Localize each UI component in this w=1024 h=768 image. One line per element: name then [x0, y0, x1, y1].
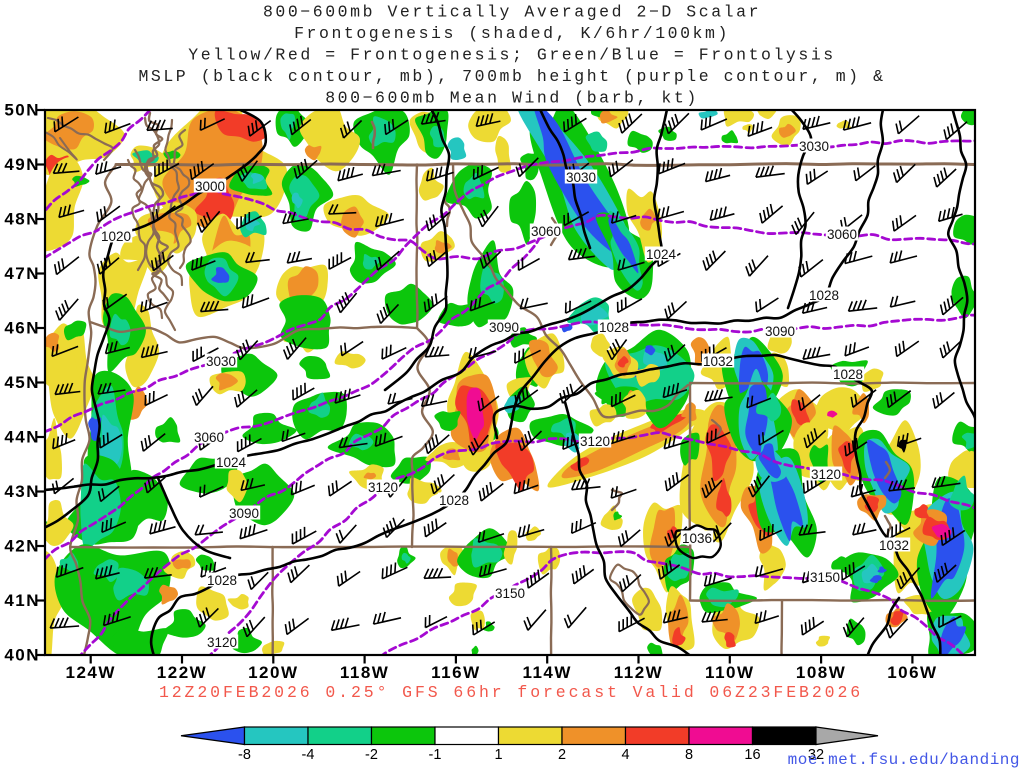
svg-text:MSLP (black contour, mb), 700m: MSLP (black contour, mb), 700mb height (…	[138, 67, 885, 86]
svg-text:1036: 1036	[682, 531, 712, 546]
svg-text:1: 1	[494, 747, 502, 763]
svg-text:3030: 3030	[799, 139, 829, 154]
svg-text:800−600mb Mean Wind (barb, kt): 800−600mb Mean Wind (barb, kt)	[325, 89, 699, 108]
svg-text:800−600mb Vertically Averaged: 800−600mb Vertically Averaged 2−D Scalar	[263, 3, 761, 22]
svg-text:Yellow/Red = Frontogenesis; Gr: Yellow/Red = Frontogenesis; Green/Blue =…	[188, 46, 835, 65]
svg-text:-1: -1	[429, 747, 442, 763]
svg-text:112W: 112W	[614, 663, 663, 682]
svg-text:48N: 48N	[4, 210, 40, 229]
svg-text:50N: 50N	[4, 101, 40, 120]
svg-text:3090: 3090	[489, 320, 519, 335]
svg-text:3150: 3150	[810, 570, 840, 585]
svg-text:108W: 108W	[796, 663, 846, 682]
svg-text:45N: 45N	[4, 373, 40, 392]
svg-text:8: 8	[685, 747, 693, 763]
svg-text:43N: 43N	[4, 482, 40, 501]
svg-text:116W: 116W	[431, 663, 480, 682]
svg-text:2: 2	[558, 747, 566, 763]
svg-text:41N: 41N	[4, 591, 40, 610]
svg-text:110W: 110W	[705, 663, 754, 682]
svg-text:46N: 46N	[4, 319, 40, 338]
svg-text:1028: 1028	[439, 493, 469, 508]
svg-text:-8: -8	[238, 747, 251, 763]
svg-text:3060: 3060	[194, 430, 224, 445]
svg-text:47N: 47N	[4, 264, 40, 283]
svg-text:114W: 114W	[522, 663, 571, 682]
svg-text:3090: 3090	[229, 506, 259, 521]
svg-text:3000: 3000	[195, 179, 225, 194]
svg-text:124W: 124W	[65, 663, 115, 682]
svg-text:3150: 3150	[495, 586, 525, 601]
svg-text:106W: 106W	[887, 663, 937, 682]
svg-text:3120: 3120	[368, 480, 398, 495]
svg-text:16: 16	[744, 747, 760, 763]
svg-text:3120: 3120	[207, 635, 237, 650]
svg-text:-4: -4	[302, 747, 315, 763]
svg-text:118W: 118W	[340, 663, 389, 682]
svg-text:moe.met.fsu.edu/banding: moe.met.fsu.edu/banding	[788, 751, 1020, 768]
svg-text:1028: 1028	[207, 573, 237, 588]
svg-text:3120: 3120	[811, 467, 841, 482]
svg-text:1028: 1028	[599, 320, 629, 335]
svg-text:4: 4	[621, 747, 629, 763]
svg-text:3060: 3060	[531, 224, 561, 239]
svg-text:3120: 3120	[580, 434, 610, 449]
svg-text:1032: 1032	[879, 538, 909, 553]
svg-text:-2: -2	[365, 747, 378, 763]
svg-text:42N: 42N	[4, 537, 40, 556]
svg-text:1024: 1024	[646, 247, 677, 262]
svg-text:3090: 3090	[765, 324, 795, 339]
svg-text:1028: 1028	[833, 367, 863, 382]
svg-text:3060: 3060	[827, 227, 857, 242]
svg-text:1028: 1028	[809, 288, 839, 303]
svg-text:32: 32	[808, 747, 824, 763]
svg-text:3030: 3030	[566, 170, 596, 185]
svg-text:122W: 122W	[157, 663, 207, 682]
svg-text:1032: 1032	[703, 354, 733, 369]
svg-text:Frontogenesis (shaded, K/6hr/1: Frontogenesis (shaded, K/6hr/100km)	[294, 24, 730, 43]
svg-text:12Z20FEB2026 0.25° GFS 66hr fo: 12Z20FEB2026 0.25° GFS 66hr forecast Val…	[159, 683, 863, 702]
svg-text:1020: 1020	[101, 229, 131, 244]
svg-text:49N: 49N	[4, 155, 40, 174]
svg-text:3030: 3030	[206, 354, 236, 369]
svg-text:44N: 44N	[4, 428, 40, 447]
svg-text:120W: 120W	[248, 663, 298, 682]
svg-text:1024: 1024	[216, 455, 247, 470]
svg-text:40N: 40N	[4, 646, 40, 665]
